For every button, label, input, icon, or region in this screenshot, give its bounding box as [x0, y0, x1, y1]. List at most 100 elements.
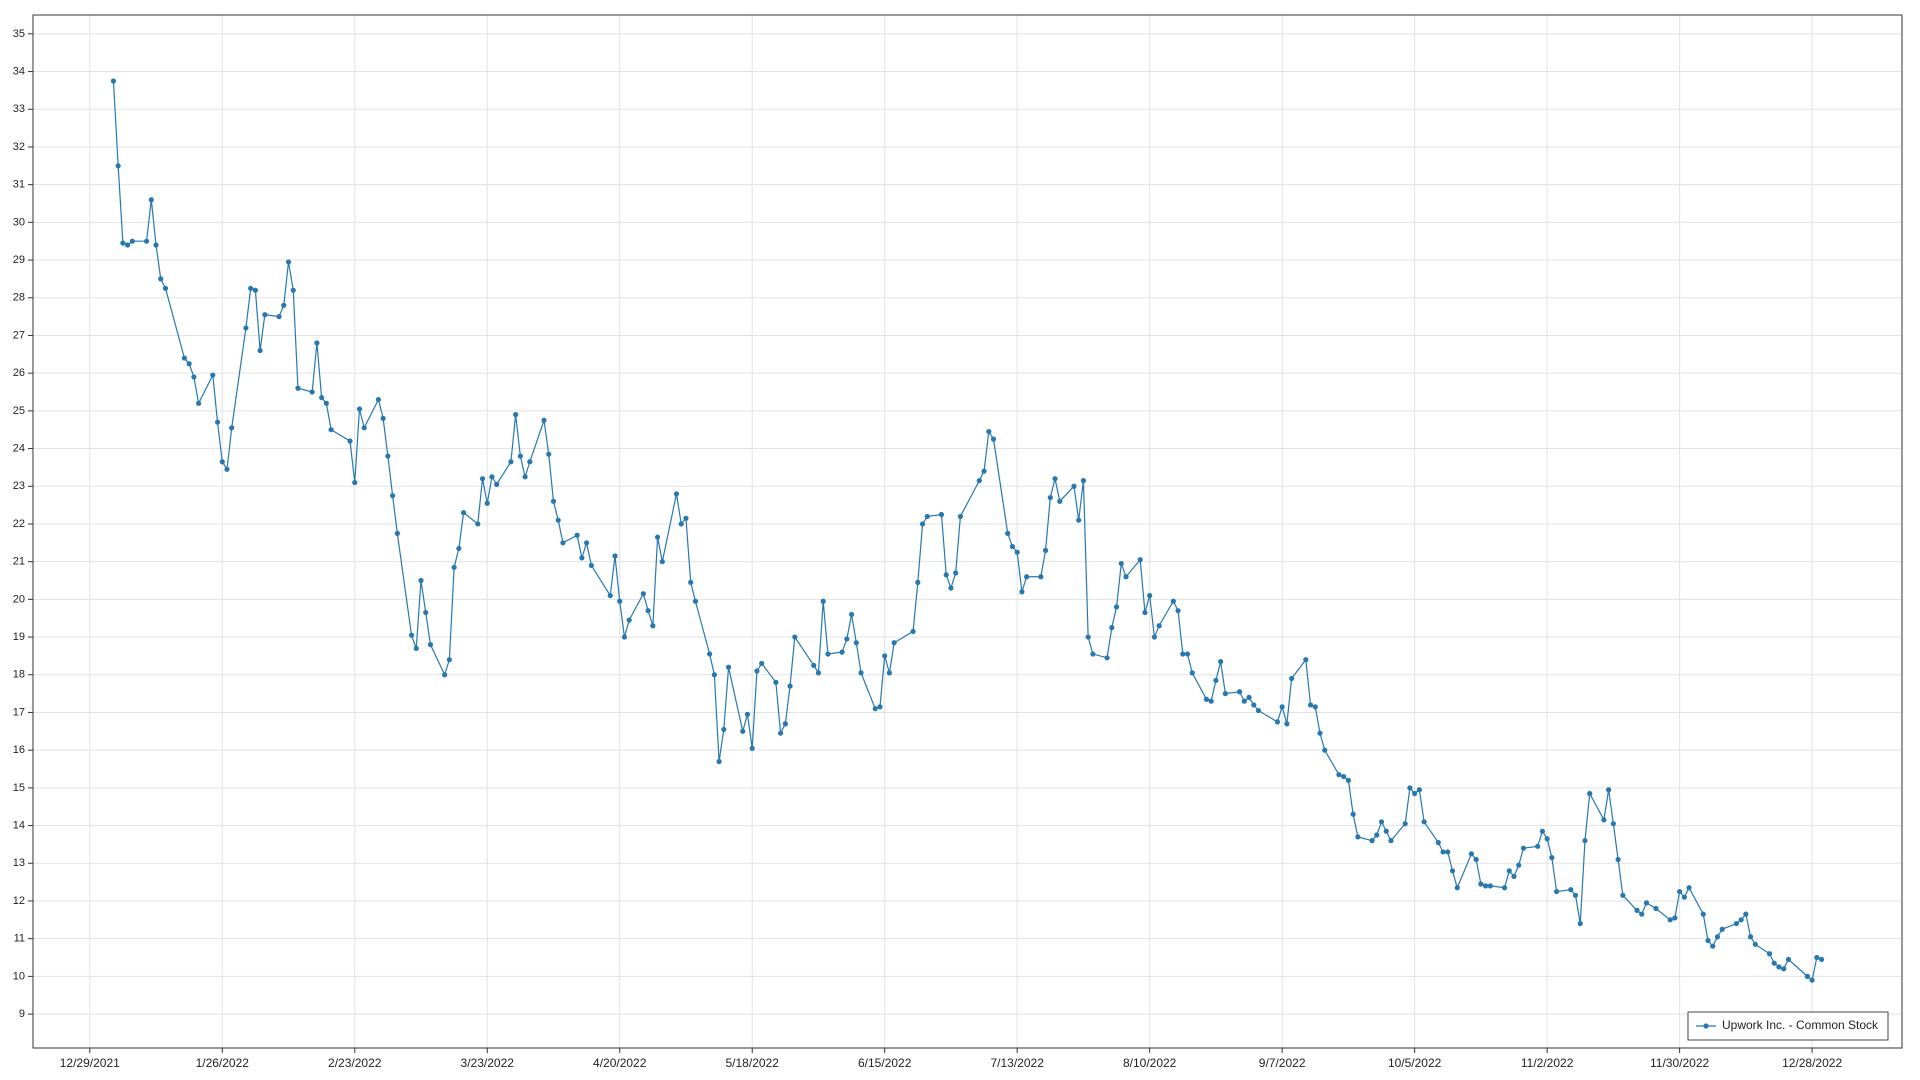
data-point [1587, 790, 1593, 797]
data-point [314, 340, 320, 346]
data-point [1677, 888, 1683, 895]
data-point [1378, 819, 1385, 825]
data-point [262, 312, 268, 318]
data-point [494, 481, 500, 487]
data-point [1781, 966, 1787, 972]
data-point [1719, 926, 1725, 932]
data-point [1284, 721, 1290, 727]
data-point [759, 660, 765, 667]
data-point [1147, 592, 1153, 599]
data-point [782, 721, 788, 727]
data-point [1322, 747, 1328, 753]
data-point [115, 163, 121, 169]
data-point [1511, 873, 1517, 880]
data-point [1483, 883, 1489, 889]
data-point [1019, 589, 1025, 595]
data-point [1710, 943, 1716, 949]
data-point [380, 415, 386, 421]
data-point [219, 459, 225, 465]
data-point [418, 577, 424, 584]
plot-border [32, 14, 1903, 1049]
data-point [872, 706, 878, 712]
data-point [1743, 911, 1749, 917]
y-tick-label: 29 [13, 254, 25, 266]
y-tick-label: 35 [13, 28, 25, 40]
data-point [1341, 773, 1347, 780]
data-point [886, 670, 893, 676]
x-tick-label: 11/30/2022 [1650, 1056, 1709, 1070]
data-point [1549, 855, 1555, 861]
data-point [489, 474, 495, 480]
data-point [976, 478, 982, 484]
data-point [1606, 787, 1612, 793]
y-tick-label: 9 [19, 1008, 25, 1020]
data-point [555, 517, 561, 523]
data-point [617, 598, 623, 604]
data-point [1501, 885, 1508, 891]
data-point [1369, 838, 1375, 844]
x-tick-label: 12/29/2021 [60, 1056, 120, 1070]
data-point [1818, 956, 1825, 963]
data-point [1189, 670, 1195, 676]
x-tick-label: 8/10/2022 [1123, 1056, 1177, 1070]
y-tick-label: 34 [13, 65, 25, 77]
data-point [811, 662, 817, 668]
data-point [1109, 625, 1115, 631]
legend-box [1687, 1011, 1889, 1041]
data-point [319, 395, 325, 401]
data-point [1421, 819, 1427, 825]
data-point [522, 474, 528, 480]
data-point [1752, 941, 1758, 947]
data-point [1601, 817, 1607, 823]
data-point [1785, 956, 1792, 963]
data-point [1478, 881, 1484, 887]
data-point [1090, 651, 1096, 657]
data-point [1435, 839, 1441, 846]
data-point [688, 579, 694, 585]
data-point [650, 623, 656, 629]
data-point [848, 611, 855, 618]
y-tick-label: 27 [13, 329, 25, 341]
data-point [853, 640, 859, 646]
data-point [938, 511, 945, 518]
data-point [1643, 900, 1650, 906]
data-point [413, 645, 419, 651]
data-point [579, 555, 585, 561]
y-tick-label: 10 [13, 970, 25, 982]
data-point [191, 374, 197, 380]
data-point [1071, 483, 1077, 489]
y-tick-label: 18 [13, 669, 25, 681]
data-point [285, 259, 292, 265]
data-point [390, 493, 396, 499]
data-point [891, 640, 897, 646]
data-point [1672, 915, 1678, 921]
data-point [252, 287, 258, 293]
data-point [446, 657, 452, 663]
data-point [229, 425, 235, 431]
data-point [744, 711, 751, 717]
data-point [248, 285, 254, 291]
y-tick-label: 16 [13, 744, 25, 756]
data-point [721, 726, 727, 733]
data-point [1303, 657, 1309, 663]
data-point [1516, 862, 1522, 868]
data-point [749, 745, 755, 751]
data-point [1024, 574, 1030, 580]
data-point [1052, 476, 1058, 482]
y-tick-label: 31 [13, 179, 25, 191]
data-point [110, 78, 117, 84]
legend-marker [1703, 1023, 1709, 1029]
data-point [711, 672, 717, 678]
data-point [517, 453, 523, 459]
data-point [1667, 917, 1673, 923]
data-point [645, 608, 651, 614]
data-point [560, 540, 566, 546]
data-point [1180, 651, 1186, 657]
data-point [1251, 702, 1257, 708]
data-point [1374, 832, 1380, 838]
data-point [1449, 868, 1456, 874]
data-point [1175, 608, 1181, 614]
data-point [451, 564, 457, 570]
data-point [1416, 787, 1422, 793]
